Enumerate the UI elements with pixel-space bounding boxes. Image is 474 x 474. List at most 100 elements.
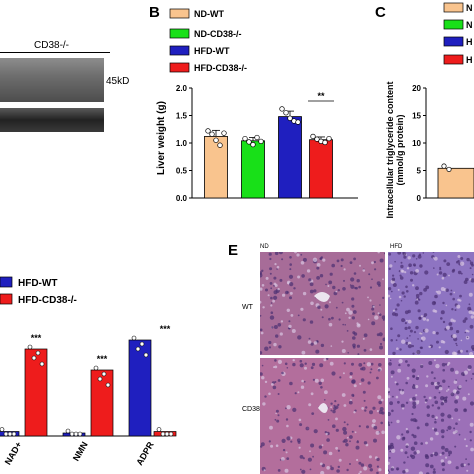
histology-row-wt: WT	[242, 304, 253, 311]
chart-d-bar	[128, 339, 152, 437]
blot-band-top	[0, 58, 104, 102]
chart-d-point	[105, 382, 111, 388]
panel-letter-e: E	[228, 242, 239, 259]
chart-b-bar	[278, 116, 302, 199]
chart-d-sig-label: ***	[31, 333, 42, 343]
chart-b-point	[209, 131, 215, 137]
chart-b-bar	[309, 139, 333, 199]
blot-size-label: 45kD	[106, 76, 130, 87]
chart-d-point	[97, 376, 103, 382]
chart-b-point	[246, 139, 252, 145]
chart-b-point	[217, 142, 223, 148]
chart-d-point	[65, 428, 71, 434]
chart-d-bar	[24, 348, 48, 437]
chart-d-point	[27, 344, 33, 350]
legend-label-hfd-wt: HFD-WT	[194, 46, 230, 56]
chart-d-xtick-label: ADPR	[134, 440, 156, 468]
chart-b-ytick-label: 0.0	[176, 194, 188, 203]
chart-d-xtick-label: NAD+	[3, 440, 24, 466]
chart-b-sig-label: **	[317, 91, 325, 101]
chart-d-legend: HFD-WT HFD-CD38-/-	[0, 276, 77, 306]
histology-col-nd: ND	[260, 244, 269, 250]
chart-b-point	[221, 130, 227, 136]
blot-header-line	[0, 52, 110, 53]
chart-b-point	[326, 135, 332, 142]
histology-hfd-cd38-image	[388, 358, 474, 474]
chart-c-point	[446, 166, 452, 172]
chart-d-point	[3, 431, 9, 437]
chart-c-ylabel-line: Intracellular triglyceride content	[385, 81, 395, 218]
chart-d-point	[11, 431, 17, 437]
chart-b-ytick-label: 1.5	[176, 112, 188, 121]
panel-letter-b: B	[149, 4, 160, 21]
chart-b-point	[205, 128, 211, 134]
chart-d-point	[35, 350, 41, 356]
chart-b-point	[322, 139, 328, 146]
chart-c: N N H H Intracellular triglyceride conte…	[385, 2, 474, 219]
chart-d-point	[156, 427, 162, 432]
chart-c-legend: N N H H	[443, 2, 473, 65]
chart-d-point	[101, 371, 107, 377]
chart-d-point	[160, 431, 166, 437]
blot-band-bottom	[0, 108, 104, 132]
chart-d-point	[31, 355, 37, 361]
legend-label-hfd-cd38: HFD-CD38-/-	[194, 63, 247, 73]
legend-swatch-hfd-cd38	[169, 62, 190, 73]
chart-d-point	[77, 431, 83, 437]
chart-b-point	[254, 134, 260, 141]
histology-nd-wt-image	[260, 252, 385, 355]
chart-b-point	[287, 115, 293, 121]
chart-c-ytick-label: 10	[412, 139, 421, 148]
chart-b-point	[258, 138, 264, 145]
chart-d-sig-label: ***	[160, 324, 171, 334]
western-blot: CD38-/- 45kD	[0, 40, 150, 140]
chart-d-point	[143, 352, 149, 358]
chart-b-legend: ND-WT ND-CD38-/- HFD-WT HFD-CD38-/-	[169, 8, 247, 73]
chart-d-point	[139, 341, 145, 347]
panel-letter-c: C	[375, 4, 386, 21]
legend-d-label-hfd-cd38: HFD-CD38-/-	[18, 295, 77, 306]
legend-label-nd-wt: ND-WT	[194, 9, 224, 19]
legend-d-label-hfd-wt: HFD-WT	[18, 278, 57, 289]
histology-row-cd38: CD38-/-	[242, 406, 267, 413]
histology-panel: ND HFD WT CD38-/-	[240, 242, 474, 474]
legend-d-swatch-hfd-cd38	[0, 293, 13, 305]
legend-swatch-nd-wt	[169, 8, 190, 19]
chart-c-bar	[437, 167, 474, 199]
chart-c-ytick-label: 20	[412, 84, 421, 93]
chart-b-ytick-label: 2.0	[176, 84, 188, 93]
chart-b-point	[283, 110, 289, 116]
chart-b-point	[310, 133, 316, 140]
legend-c-swatch-4	[443, 54, 464, 65]
blot-header: CD38-/-	[34, 40, 70, 51]
chart-d-point	[0, 427, 5, 432]
chart-d-point	[39, 361, 45, 367]
chart-b-ylabel: Liver weight (g)	[156, 101, 167, 175]
chart-d-point	[93, 365, 99, 371]
chart-b-ytick-label: 0.5	[176, 167, 188, 176]
histology-nd-cd38-image	[260, 358, 385, 474]
chart-b-point	[242, 135, 248, 142]
chart-c-ytick-label: 15	[412, 112, 421, 121]
legend-c-swatch-3	[443, 36, 464, 47]
chart-b-point	[295, 119, 301, 125]
chart-d-sig-label: ***	[97, 354, 108, 364]
legend-c-label-1: N	[466, 3, 473, 13]
chart-d-point	[135, 346, 141, 352]
chart-c-ytick-label: 0	[417, 194, 422, 203]
chart-b-ytick-label: 1.0	[176, 139, 188, 148]
legend-c-label-2: N	[466, 20, 473, 30]
chart-b: ND-WT ND-CD38-/- HFD-WT HFD-CD38-/- Live…	[156, 8, 358, 203]
chart-b-point	[279, 106, 285, 112]
chart-b-bar	[241, 140, 265, 199]
chart-b-point	[250, 141, 256, 148]
chart-d-point	[69, 431, 75, 437]
chart-d-point	[168, 431, 174, 437]
legend-c-swatch-2	[443, 19, 464, 30]
legend-swatch-nd-cd38	[169, 28, 190, 39]
chart-d-point	[164, 431, 170, 437]
chart-c-ytick-label: 5	[417, 167, 422, 176]
histology-col-hfd: HFD	[390, 244, 403, 250]
chart-d-xtick-label: NMN	[71, 440, 90, 463]
chart-b-bar	[204, 135, 228, 199]
